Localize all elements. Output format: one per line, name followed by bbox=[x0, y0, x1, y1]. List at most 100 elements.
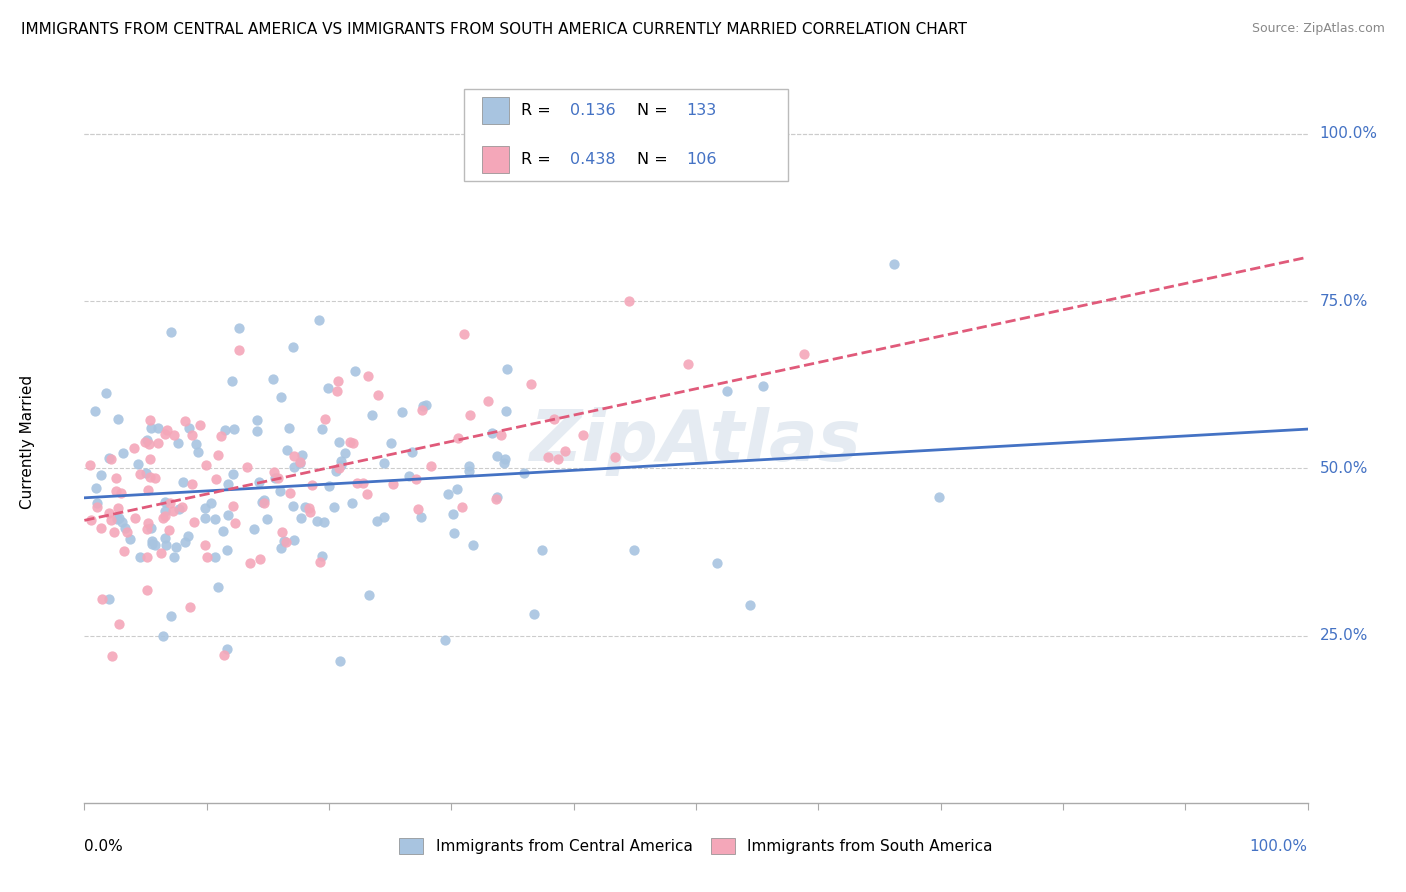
Point bbox=[114, 521, 136, 535]
Point bbox=[250, 495, 273, 509]
Point bbox=[294, 500, 316, 514]
Point bbox=[135, 582, 157, 597]
Point bbox=[124, 510, 146, 524]
Point bbox=[228, 343, 250, 357]
Point bbox=[262, 371, 284, 385]
Point bbox=[181, 428, 204, 442]
Point bbox=[149, 546, 172, 560]
Point bbox=[110, 486, 132, 500]
Point bbox=[458, 464, 481, 478]
Point bbox=[382, 476, 405, 491]
Point bbox=[339, 434, 361, 449]
Point bbox=[162, 427, 184, 442]
Point bbox=[740, 598, 762, 612]
Point bbox=[79, 458, 101, 472]
Point bbox=[494, 452, 516, 467]
Point bbox=[104, 483, 127, 498]
Point bbox=[135, 466, 157, 480]
Point bbox=[179, 600, 201, 615]
Point bbox=[155, 426, 177, 441]
Point bbox=[420, 459, 443, 474]
Point bbox=[314, 515, 336, 529]
Point bbox=[486, 491, 509, 505]
FancyBboxPatch shape bbox=[482, 146, 509, 173]
Point bbox=[405, 472, 427, 486]
Point bbox=[453, 327, 475, 342]
Point bbox=[283, 459, 305, 474]
Point bbox=[209, 428, 232, 442]
Point bbox=[329, 654, 352, 668]
Point bbox=[281, 499, 304, 513]
FancyBboxPatch shape bbox=[464, 89, 787, 181]
Point bbox=[165, 540, 187, 554]
Point bbox=[80, 513, 103, 527]
Point bbox=[316, 381, 339, 395]
Point bbox=[177, 529, 200, 543]
Point bbox=[212, 524, 235, 538]
Point bbox=[155, 538, 177, 552]
Point bbox=[157, 523, 180, 537]
Point bbox=[174, 414, 197, 428]
Point bbox=[256, 512, 278, 526]
Point bbox=[344, 364, 367, 378]
Point bbox=[194, 501, 217, 516]
Point bbox=[90, 521, 112, 535]
Point bbox=[276, 443, 298, 458]
Point bbox=[328, 461, 350, 475]
Point bbox=[139, 413, 162, 427]
Point bbox=[160, 325, 183, 339]
Point bbox=[205, 472, 228, 486]
Point bbox=[90, 467, 112, 482]
Point bbox=[352, 475, 374, 490]
Point bbox=[485, 492, 508, 507]
Point bbox=[547, 451, 569, 466]
Point bbox=[311, 422, 333, 436]
Point bbox=[342, 436, 364, 450]
Text: 100.0%: 100.0% bbox=[1250, 838, 1308, 854]
Point bbox=[617, 293, 640, 308]
Point bbox=[398, 469, 420, 483]
Point bbox=[96, 385, 118, 400]
Point bbox=[222, 467, 245, 482]
Point bbox=[200, 496, 222, 510]
Point bbox=[100, 648, 122, 663]
Point bbox=[328, 374, 350, 388]
Point bbox=[793, 347, 815, 361]
Point bbox=[330, 453, 353, 467]
Point bbox=[100, 512, 122, 526]
Point bbox=[194, 538, 217, 552]
Point bbox=[706, 557, 728, 571]
Point bbox=[115, 524, 138, 539]
Text: Currently Married: Currently Married bbox=[21, 375, 35, 508]
Point bbox=[360, 408, 382, 422]
Text: 50.0%: 50.0% bbox=[1320, 461, 1368, 475]
Point bbox=[308, 312, 330, 326]
Point bbox=[492, 456, 515, 470]
Point bbox=[283, 340, 305, 354]
Point bbox=[217, 641, 239, 656]
Point bbox=[139, 421, 162, 435]
Point bbox=[98, 592, 121, 607]
Point bbox=[111, 446, 134, 460]
Point bbox=[446, 482, 468, 496]
Point bbox=[153, 503, 176, 517]
Point bbox=[380, 436, 402, 450]
Text: 25.0%: 25.0% bbox=[1320, 628, 1368, 643]
Point bbox=[298, 505, 321, 519]
Point bbox=[443, 526, 465, 541]
Point bbox=[170, 500, 193, 515]
Point bbox=[177, 421, 200, 435]
Point bbox=[98, 450, 121, 465]
Point bbox=[228, 321, 250, 335]
Point bbox=[357, 368, 380, 383]
Point bbox=[543, 412, 565, 426]
Text: Source: ZipAtlas.com: Source: ZipAtlas.com bbox=[1251, 22, 1385, 36]
Point bbox=[318, 479, 340, 493]
Point bbox=[153, 531, 176, 545]
Point bbox=[138, 516, 160, 530]
Point bbox=[243, 522, 266, 536]
Point bbox=[172, 475, 194, 490]
Point bbox=[221, 374, 243, 388]
Point bbox=[288, 455, 311, 469]
Point bbox=[716, 384, 738, 398]
